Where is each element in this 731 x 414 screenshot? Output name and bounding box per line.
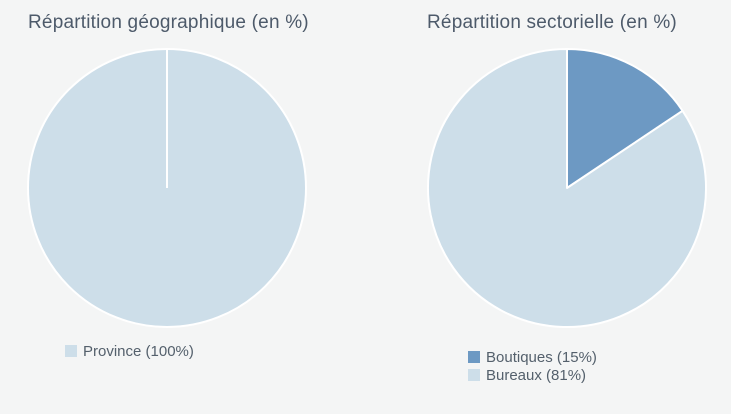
legend-label-province: Province (100%) (83, 342, 194, 360)
legend-geographic: Province (100%) (65, 342, 194, 360)
legend-swatch-province (65, 345, 77, 357)
chart-sector: Répartition sectorielle (en %) Boutiques… (365, 0, 731, 414)
legend-item-boutiques[interactable]: Boutiques (15%) (468, 348, 597, 366)
pie-slice-bureaux[interactable] (427, 48, 707, 328)
chart-title-geographic: Répartition géographique (en %) (28, 12, 309, 33)
chart-geographic: Répartition géographique (en %) Province… (0, 0, 365, 414)
legend-item-province[interactable]: Province (100%) (65, 342, 194, 360)
legend-label-boutiques: Boutiques (15%) (486, 348, 597, 366)
legend-item-bureaux[interactable]: Bureaux (81%) (468, 366, 597, 384)
legend-swatch-boutiques (468, 351, 480, 363)
pie-geographic (27, 48, 307, 328)
pie-sector (427, 48, 707, 328)
legend-swatch-bureaux (468, 369, 480, 381)
pie-slice-boutiques[interactable] (566, 48, 684, 189)
chart-title-sector: Répartition sectorielle (en %) (427, 12, 677, 33)
legend-label-bureaux: Bureaux (81%) (486, 366, 587, 384)
legend-sector: Boutiques (15%) Bureaux (81%) (468, 348, 597, 384)
